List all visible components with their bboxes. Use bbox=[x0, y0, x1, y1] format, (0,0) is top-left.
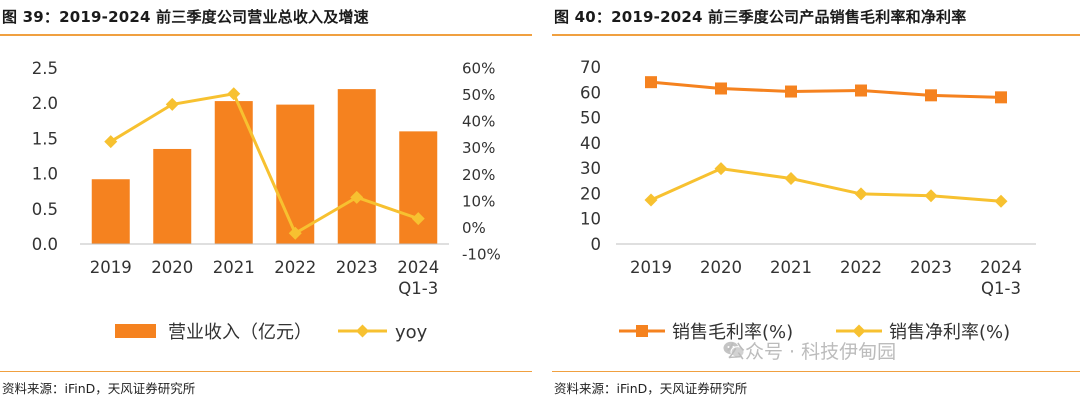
yoy-point bbox=[288, 226, 302, 240]
x-tick-label: 2020 bbox=[151, 258, 193, 277]
source-note: 资料来源：iFinD，天风证券研究所 bbox=[2, 381, 196, 396]
yoy-point bbox=[350, 190, 364, 204]
y2-tick-label: 30% bbox=[462, 139, 495, 157]
yoy-point bbox=[165, 97, 179, 111]
legend-marker bbox=[636, 325, 648, 337]
margin-chart: 0 10 20 30 40 50 60 70 2019 2020 2021 2022 2023 2024 Q… bbox=[580, 58, 1036, 343]
revenue-chart: 0.0 0.5 1.0 1.5 2.0 2.5 -10% 0% 10% 20% 30% 40% 50% 6… bbox=[32, 59, 501, 343]
y2-tick-label: 50% bbox=[462, 86, 495, 104]
source-rule bbox=[552, 371, 1080, 372]
source-note: 资料来源：iFinD，天风证券研究所 bbox=[554, 381, 748, 396]
x-tick-label: Q1-3 bbox=[981, 279, 1021, 298]
legend-marker bbox=[852, 324, 866, 338]
bar bbox=[337, 89, 376, 244]
legend-label: yoy bbox=[395, 322, 428, 343]
yoy-point bbox=[411, 212, 425, 226]
yoy-line bbox=[109, 92, 419, 236]
bar bbox=[399, 131, 438, 244]
title-rule bbox=[552, 34, 1080, 36]
title-rule bbox=[0, 34, 532, 36]
gross-margin-point bbox=[785, 85, 797, 98]
x-tick-label: 2024 bbox=[980, 258, 1022, 277]
net-margin-point bbox=[784, 172, 798, 186]
yoy-point bbox=[227, 87, 241, 101]
gross-margin-point bbox=[645, 76, 657, 89]
wechat-icon bbox=[723, 341, 745, 358]
y2-tick-label: 0% bbox=[462, 219, 486, 237]
x-tick-label: 2019 bbox=[630, 258, 672, 277]
bar bbox=[91, 179, 130, 244]
net-margin-point bbox=[714, 162, 728, 176]
y-tick-label: 10 bbox=[580, 210, 601, 229]
y-tick-label: 20 bbox=[580, 184, 601, 203]
legend-label: 销售净利率(%) bbox=[889, 322, 1010, 343]
legend-label: 销售毛利率(%) bbox=[672, 322, 793, 343]
bar bbox=[153, 148, 192, 244]
y-tick-label: 1.0 bbox=[32, 165, 58, 184]
y2-tick-label: 20% bbox=[462, 166, 495, 184]
x-tick-label: 2020 bbox=[700, 258, 742, 277]
right-panel: 图 40：2019-2024 前三季度公司产品销售毛利率和净利率 0 10 20 30… bbox=[552, 0, 1080, 403]
yoy-point bbox=[104, 135, 118, 149]
x-tick-label: 2021 bbox=[770, 258, 812, 277]
y-tick-label: 0 bbox=[591, 235, 602, 254]
gross-margin-point bbox=[925, 89, 937, 102]
bar bbox=[276, 104, 315, 244]
net-margin-point bbox=[854, 187, 868, 201]
y-tick-label: 40 bbox=[580, 134, 601, 153]
x-tick-label: 2022 bbox=[274, 258, 316, 277]
y2-tick-label: 60% bbox=[462, 60, 495, 78]
chart-title: 图 39：2019-2024 前三季度公司营业总收入及增速 bbox=[2, 8, 369, 26]
chart-title: 图 40：2019-2024 前三季度公司产品销售毛利率和净利率 bbox=[554, 8, 967, 26]
y2-tick-label: -10% bbox=[462, 246, 501, 264]
gross-margin-point bbox=[995, 91, 1007, 104]
legend-marker bbox=[356, 324, 369, 338]
x-tick-label: 2023 bbox=[910, 258, 952, 277]
y-tick-label: 30 bbox=[580, 159, 601, 178]
y2-tick-label: 10% bbox=[462, 192, 495, 210]
y-tick-label: 60 bbox=[580, 83, 601, 102]
watermark: 公众号 · 科技伊甸园 bbox=[726, 341, 897, 363]
x-tick-label: 2024 bbox=[397, 258, 439, 277]
legend-swatch-bar bbox=[115, 324, 156, 338]
net-margin-line bbox=[650, 167, 1002, 203]
gross-margin-point bbox=[855, 84, 867, 97]
x-tick-label: 2022 bbox=[840, 258, 882, 277]
y-tick-label: 0.5 bbox=[32, 200, 58, 219]
x-tick-label: 2023 bbox=[336, 258, 378, 277]
source-rule bbox=[0, 371, 532, 372]
y-tick-label: 1.5 bbox=[32, 129, 58, 148]
left-panel: 图 39：2019-2024 前三季度公司营业总收入及增速 0.0 0.5 1.0 1… bbox=[0, 0, 532, 403]
y-tick-label: 2.5 bbox=[32, 59, 58, 78]
net-margin-point bbox=[644, 193, 658, 207]
x-tick-label: 2019 bbox=[90, 258, 132, 277]
y-tick-label: 50 bbox=[580, 109, 601, 128]
x-tick-label: Q1-3 bbox=[398, 279, 438, 298]
gross-margin-line bbox=[650, 80, 1002, 99]
y-tick-label: 2.0 bbox=[32, 94, 58, 113]
x-tick-label: 2021 bbox=[213, 258, 255, 277]
y-tick-label: 70 bbox=[580, 58, 601, 77]
net-margin-point bbox=[924, 189, 938, 203]
net-margin-point bbox=[994, 194, 1008, 208]
y-tick-label: 0.0 bbox=[32, 235, 58, 254]
legend-label: 营业收入（亿元） bbox=[168, 322, 312, 343]
gross-margin-point bbox=[715, 82, 727, 95]
y2-tick-label: 40% bbox=[462, 113, 495, 131]
